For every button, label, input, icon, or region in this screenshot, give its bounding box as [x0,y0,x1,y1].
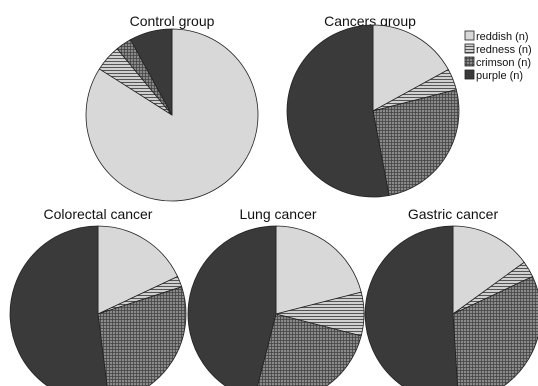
slice-purple [364,225,458,386]
legend-label: purple (n) [476,70,523,82]
pie-slices [85,28,259,202]
slice-purple [286,24,390,198]
pie-slices [9,225,187,386]
legend-swatch-crimson [464,56,475,67]
pie-slices [364,225,538,386]
pie-control-group: Control group [85,13,259,202]
pie-title: Cancers group [324,13,416,29]
legend-swatch-redness [464,43,475,54]
slice-reddish [372,24,449,112]
legend-label: reddish (n) [476,31,529,43]
slice-purple [130,28,173,116]
slice-crimson [257,313,362,386]
legend-item: reddish (n) [464,30,529,43]
legend-item: redness (n) [464,43,532,56]
pie-gastric-cancer: Gastric cancer [364,206,538,386]
slice-crimson [97,286,187,386]
legend-label: redness (n) [476,44,532,56]
pie-cancers-group: Cancers group [286,13,460,198]
legend: reddish (n) redness (n) crimson (n) purp… [464,30,532,82]
legend-swatch-reddish [464,30,475,41]
pie-title: Lung cancer [239,206,316,222]
slice-crimson [452,275,538,386]
slice-reddish [452,225,525,315]
slice-crimson [372,89,460,196]
slice-reddish [275,225,362,315]
slice-reddish [97,225,179,315]
pie-title: Control group [130,13,215,29]
pie-lung-cancer: Lung cancer [187,206,365,386]
pie-colorectal-cancer: Colorectal cancer [9,206,187,386]
pie-slices [286,24,460,198]
legend-swatch-purple [464,69,475,80]
legend-label: crimson (n) [476,57,531,69]
slice-purple [187,225,277,386]
slice-purple [9,225,108,386]
pie-title: Gastric cancer [408,206,499,222]
legend-item: crimson (n) [464,56,531,69]
pie-slices [187,225,365,386]
pie-title: Colorectal cancer [44,206,153,222]
legend-item: purple (n) [464,69,523,82]
